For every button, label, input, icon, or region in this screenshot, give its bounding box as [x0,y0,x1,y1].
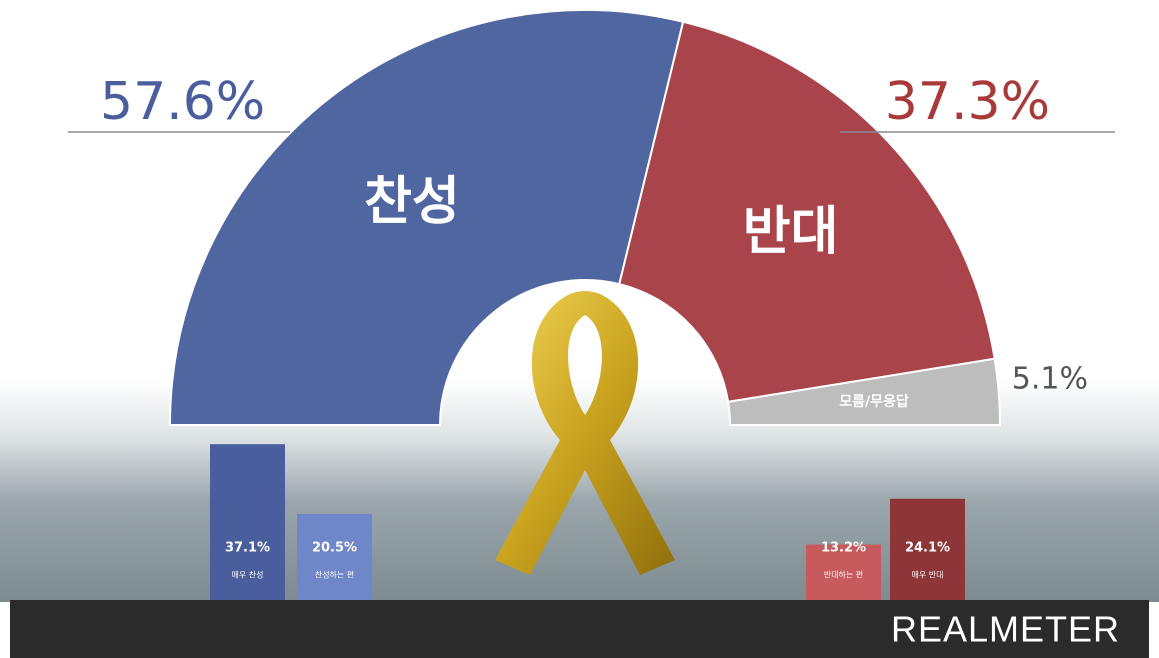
segment-label: 반대 [743,202,839,262]
value-label: 57.6% [100,72,265,132]
bar-value-label: 13.2% [821,541,866,556]
half-donut: 찬성 57.6% 반대 37.3% 모름/무응답 5.1% [68,9,1115,426]
bar-value-label: 20.5% [312,541,357,556]
bar-value-label: 24.1% [905,541,950,556]
bar [297,513,372,600]
bar [210,444,285,600]
footer-bar [10,600,1149,658]
bar [806,544,881,600]
bar-category-label: 반대하는 편 [824,570,863,580]
segment [168,9,685,426]
segment [618,20,996,404]
bar-category-label: 매우 반대 [912,571,944,580]
brand: REALMETER [891,609,1120,650]
bar-category-label: 찬성하는 편 [315,570,354,580]
segment [726,357,1002,426]
bar-category-label: 매우 찬성 [232,570,264,580]
segment-label: 모름/무응답 [839,393,909,410]
bar-value-label: 37.1% [225,541,270,556]
ribbon [495,291,675,575]
segment-label: 찬성 [364,172,460,232]
sub-bars: 37.1% 매우 찬성 20.5% 찬성하는 편 13.2% 반대하는 편 24.1% 매우 … [210,444,965,600]
bar [890,498,965,600]
value-label: 37.3% [885,72,1050,132]
value-label: 5.1% [1012,362,1088,397]
yellow-ribbon [495,291,675,575]
